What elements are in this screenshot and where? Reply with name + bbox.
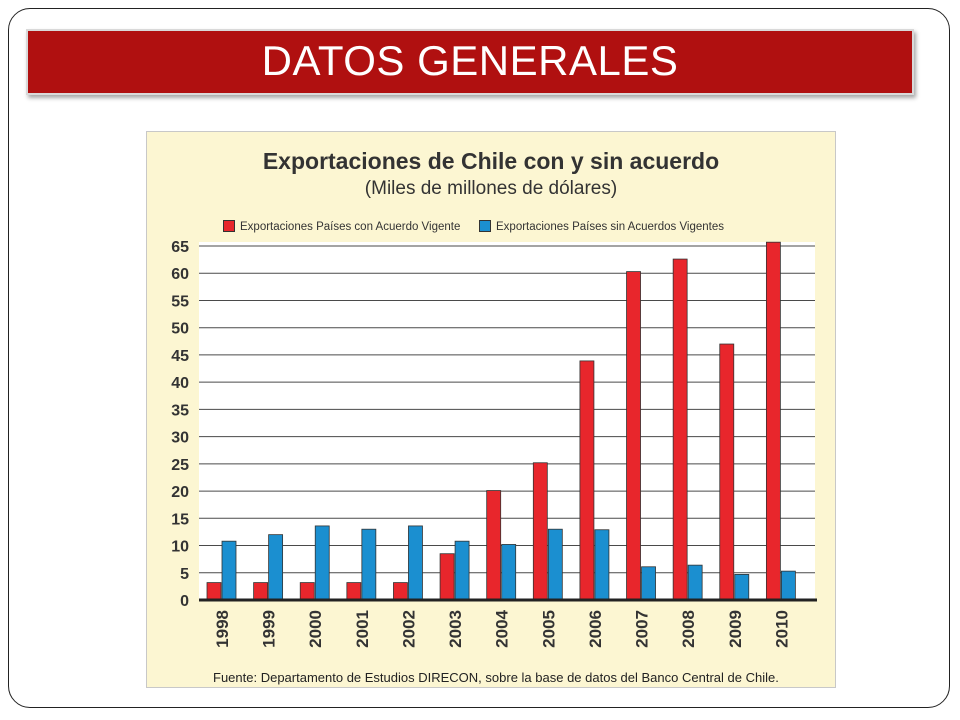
x-tick-label: 2006 [586, 610, 605, 648]
y-tick-label: 40 [171, 375, 189, 392]
legend-item-sin-acuerdo: Exportaciones Países sin Acuerdos Vigent… [479, 220, 724, 233]
bar [206, 582, 222, 601]
bar [579, 360, 595, 601]
x-tick-label: 2005 [539, 610, 558, 648]
bar [734, 574, 750, 601]
legend-label-sin-acuerdo: Exportaciones Países sin Acuerdos Vigent… [496, 221, 725, 233]
legend-item-con-acuerdo: Exportaciones Países con Acuerdo Vigente [223, 220, 460, 233]
bar [765, 241, 781, 601]
bar [299, 582, 315, 601]
bar [314, 525, 330, 601]
y-tick-label: 20 [171, 484, 189, 501]
legend-swatch-sin-acuerdo [479, 220, 491, 232]
legend-swatch-con-acuerdo [223, 220, 235, 232]
y-tick-label: 55 [171, 293, 189, 310]
x-tick-label: 2010 [772, 610, 791, 648]
x-tick-label: 2000 [306, 610, 325, 648]
bar [361, 528, 377, 601]
bar [346, 582, 362, 601]
y-tick-label: 5 [180, 566, 189, 583]
bar [253, 582, 269, 601]
bar [268, 534, 284, 601]
y-tick-label: 45 [171, 348, 189, 365]
bar [439, 553, 455, 601]
y-tick-label: 65 [171, 239, 189, 256]
y-tick-label: 35 [171, 402, 189, 419]
bar [408, 525, 423, 601]
bar [393, 582, 408, 601]
plot-area [199, 242, 815, 600]
x-tick-label: 1999 [260, 610, 279, 648]
bar [780, 570, 796, 601]
x-tick-label: 2004 [493, 609, 512, 647]
x-tick-label: 2001 [353, 610, 372, 648]
y-tick-label: 10 [171, 539, 189, 556]
bar [641, 566, 656, 601]
y-tick-label: 15 [171, 511, 189, 528]
y-tick-label: 50 [171, 321, 189, 338]
chart-source: Fuente: Departamento de Estudios DIRECON… [213, 670, 779, 685]
x-tick-label: 2007 [633, 610, 652, 648]
bar [501, 544, 517, 601]
slide-title: DATOS GENERALES [261, 37, 679, 84]
bar [687, 564, 703, 601]
x-tick-label: 2008 [679, 610, 698, 648]
bar [221, 540, 237, 601]
legend-label-con-acuerdo: Exportaciones Países con Acuerdo Vigente [240, 221, 461, 233]
bar [547, 528, 563, 601]
y-tick-label: 30 [171, 430, 189, 447]
chart-title: Exportaciones de Chile con y sin acuerdo [262, 148, 720, 174]
bar [719, 343, 735, 601]
y-tick-label: 25 [171, 457, 189, 474]
x-tick-label: 2009 [726, 610, 745, 648]
bar [672, 258, 688, 601]
bar [454, 540, 470, 601]
bar [486, 490, 502, 601]
bar [532, 462, 548, 601]
bar-chart: 0 5 10 15 20 25 30 35 40 45 50 55 60 65 1998 1999 2000 20… [171, 239, 817, 648]
x-tick-label: 2002 [399, 610, 418, 648]
y-tick-label: 60 [171, 266, 189, 283]
chart-container: Exportaciones de Chile con y sin acuerdo… [146, 131, 836, 688]
x-tick-label: 2003 [446, 610, 465, 648]
x-tick-label: 1998 [213, 610, 232, 648]
y-tick-label: 0 [180, 593, 189, 610]
chart-subtitle: (Miles de millones de dólares) [364, 178, 618, 199]
title-banner: DATOS GENERALES [26, 29, 914, 95]
bar [594, 529, 610, 601]
bar [626, 271, 641, 601]
